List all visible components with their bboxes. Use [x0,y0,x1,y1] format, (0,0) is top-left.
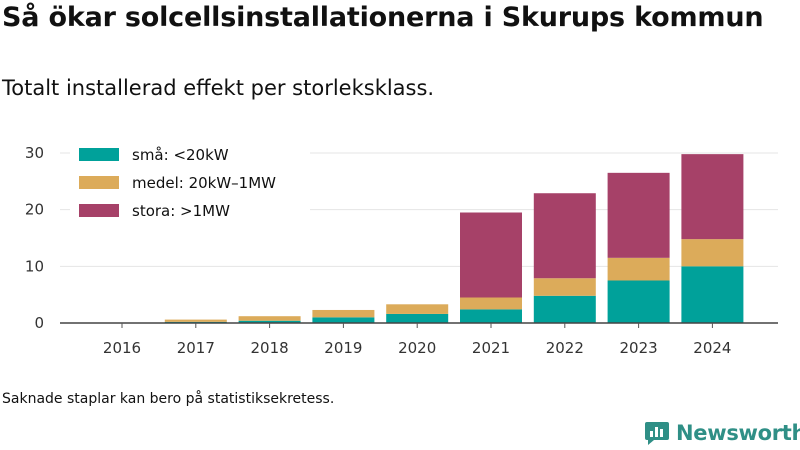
y-tick-label: 20 [25,201,44,219]
y-tick-label: 0 [34,314,44,332]
bar-segment-2024-s1 [681,239,744,267]
bar-segment-2019-s1 [312,309,375,318]
x-tick-label: 2016 [103,339,141,357]
brand-name: Newsworthy [676,421,800,445]
x-tick-label: 2018 [251,339,289,357]
stacked-bar-chart: 0 10 20 30 2016 2017 2018 2019 2020 2021 2022 2023… [25,140,778,357]
bar-segment-2021-s1 [460,297,522,310]
brand-logo[interactable]: Newsworthy [644,420,800,446]
bar-segment-2017-s1 [164,319,227,322]
bar-segment-2022-s0 [533,295,596,323]
legend: små: <20kW medel: 20kW–1MW stora: >1MW [70,140,310,228]
bar-segment-2021-s2 [460,212,522,298]
x-tick-label: 2021 [472,339,510,357]
bar-segment-2020-s0 [386,313,449,323]
bar-segment-2021-s0 [460,309,522,323]
x-tick-label: 2020 [398,339,436,357]
bar-segment-2019-s0 [312,317,375,323]
legend-swatch [79,148,119,161]
y-tick-label: 10 [25,257,44,275]
legend-label: små: <20kW [132,146,229,164]
bars [164,154,744,323]
bar-segment-2024-s0 [681,266,744,323]
bar-segment-2020-s1 [386,304,449,314]
bar-segment-2022-s2 [533,193,596,279]
bar-segment-2024-s2 [681,154,744,240]
y-axis: 0 10 20 30 [25,144,44,332]
newsworthy-logo-icon [645,422,669,445]
x-tick-label: 2024 [693,339,731,357]
x-axis: 2016 2017 2018 2019 2020 2021 2022 2023 2024 [103,323,731,357]
bar-segment-2023-s1 [607,257,670,281]
bar-segment-2022-s1 [533,278,596,296]
bar-segment-2023-s2 [607,172,670,258]
x-tick-label: 2022 [546,339,584,357]
x-tick-label: 2017 [177,339,215,357]
bar-segment-2023-s0 [607,280,670,323]
footnote: Saknade staplar kan bero på statistiksek… [2,391,335,407]
bar-segment-2018-s1 [238,316,301,321]
legend-label: stora: >1MW [132,202,230,220]
x-tick-label: 2023 [620,339,658,357]
legend-swatch [79,204,119,217]
chart-subtitle: Totalt installerad effekt per storlekskl… [2,76,435,100]
chart-title: Så ökar solcellsinstallationerna i Skuru… [2,2,764,33]
legend-swatch [79,176,119,189]
x-tick-label: 2019 [324,339,362,357]
legend-label: medel: 20kW–1MW [132,174,276,192]
bar-segment-2018-s0 [238,320,301,323]
y-tick-label: 30 [25,144,44,162]
